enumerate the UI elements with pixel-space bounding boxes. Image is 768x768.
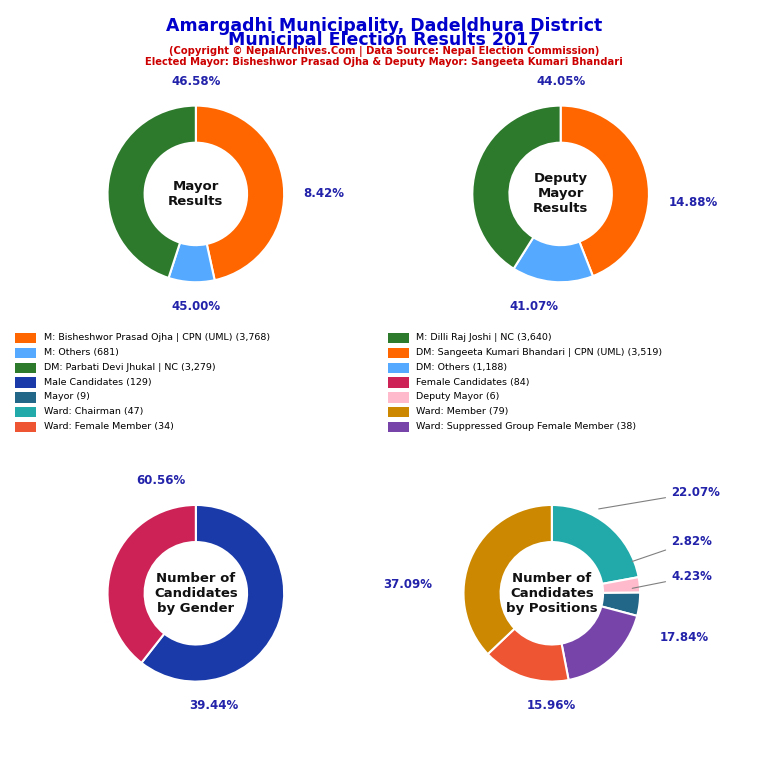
Bar bbox=[388, 333, 409, 343]
Text: Deputy Mayor (6): Deputy Mayor (6) bbox=[415, 392, 499, 402]
Text: DM: Others (1,188): DM: Others (1,188) bbox=[415, 362, 507, 372]
Wedge shape bbox=[108, 505, 196, 663]
Wedge shape bbox=[168, 243, 215, 283]
Wedge shape bbox=[196, 106, 284, 280]
Text: 44.05%: 44.05% bbox=[536, 75, 585, 88]
Bar bbox=[15, 348, 36, 358]
Text: (Copyright © NepalArchives.Com | Data Source: Nepal Election Commission): (Copyright © NepalArchives.Com | Data So… bbox=[169, 46, 599, 57]
Wedge shape bbox=[561, 106, 649, 276]
Text: 39.44%: 39.44% bbox=[189, 699, 238, 712]
Text: 60.56%: 60.56% bbox=[136, 475, 185, 488]
Bar bbox=[15, 377, 36, 388]
Text: Ward: Suppressed Group Female Member (38): Ward: Suppressed Group Female Member (38… bbox=[415, 422, 636, 431]
Wedge shape bbox=[514, 237, 593, 282]
Wedge shape bbox=[108, 106, 196, 278]
Text: Mayor
Results: Mayor Results bbox=[168, 180, 223, 208]
Text: Female Candidates (84): Female Candidates (84) bbox=[415, 378, 529, 386]
Text: 37.09%: 37.09% bbox=[383, 578, 432, 591]
Text: 22.07%: 22.07% bbox=[599, 486, 720, 509]
Wedge shape bbox=[602, 577, 640, 593]
Wedge shape bbox=[472, 106, 561, 269]
Text: 45.00%: 45.00% bbox=[171, 300, 220, 313]
Wedge shape bbox=[551, 505, 639, 584]
Text: Elected Mayor: Bisheshwor Prasad Ojha & Deputy Mayor: Sangeeta Kumari Bhandari: Elected Mayor: Bisheshwor Prasad Ojha & … bbox=[145, 57, 623, 67]
Text: Ward: Member (79): Ward: Member (79) bbox=[415, 407, 508, 416]
Bar bbox=[388, 348, 409, 358]
Text: 4.23%: 4.23% bbox=[632, 570, 712, 588]
Text: DM: Parbati Devi Jhukal | NC (3,279): DM: Parbati Devi Jhukal | NC (3,279) bbox=[44, 362, 216, 372]
Bar bbox=[388, 392, 409, 402]
Text: 2.82%: 2.82% bbox=[632, 535, 712, 561]
Bar bbox=[388, 362, 409, 373]
Text: Number of
Candidates
by Gender: Number of Candidates by Gender bbox=[154, 572, 238, 614]
Text: Mayor (9): Mayor (9) bbox=[44, 392, 90, 402]
Wedge shape bbox=[488, 628, 568, 681]
Text: 41.07%: 41.07% bbox=[510, 300, 558, 313]
Text: Ward: Female Member (34): Ward: Female Member (34) bbox=[44, 422, 174, 431]
Text: 17.84%: 17.84% bbox=[660, 631, 709, 644]
Text: Ward: Chairman (47): Ward: Chairman (47) bbox=[44, 407, 143, 416]
Text: 8.42%: 8.42% bbox=[303, 187, 345, 200]
Text: 14.88%: 14.88% bbox=[668, 197, 717, 209]
Text: 15.96%: 15.96% bbox=[527, 699, 577, 712]
Text: Deputy
Mayor
Results: Deputy Mayor Results bbox=[533, 173, 588, 215]
Text: Municipal Election Results 2017: Municipal Election Results 2017 bbox=[228, 31, 540, 48]
Text: Amargadhi Municipality, Dadeldhura District: Amargadhi Municipality, Dadeldhura Distr… bbox=[166, 17, 602, 35]
Text: M: Dilli Raj Joshi | NC (3,640): M: Dilli Raj Joshi | NC (3,640) bbox=[415, 333, 551, 343]
Bar bbox=[15, 333, 36, 343]
Bar bbox=[388, 377, 409, 388]
Text: DM: Sangeeta Kumari Bhandari | CPN (UML) (3,519): DM: Sangeeta Kumari Bhandari | CPN (UML)… bbox=[415, 348, 662, 357]
Bar bbox=[388, 407, 409, 417]
Text: Male Candidates (129): Male Candidates (129) bbox=[44, 378, 151, 386]
Bar bbox=[15, 422, 36, 432]
Bar bbox=[388, 422, 409, 432]
Text: M: Others (681): M: Others (681) bbox=[44, 348, 119, 357]
Bar bbox=[15, 392, 36, 402]
Wedge shape bbox=[141, 505, 284, 681]
Wedge shape bbox=[464, 505, 552, 654]
Text: M: Bisheshwor Prasad Ojha | CPN (UML) (3,768): M: Bisheshwor Prasad Ojha | CPN (UML) (3… bbox=[44, 333, 270, 343]
Bar bbox=[15, 362, 36, 373]
Wedge shape bbox=[601, 593, 640, 616]
Wedge shape bbox=[561, 607, 637, 680]
Text: Number of
Candidates
by Positions: Number of Candidates by Positions bbox=[506, 572, 598, 614]
Text: 46.58%: 46.58% bbox=[171, 75, 220, 88]
Bar bbox=[15, 407, 36, 417]
